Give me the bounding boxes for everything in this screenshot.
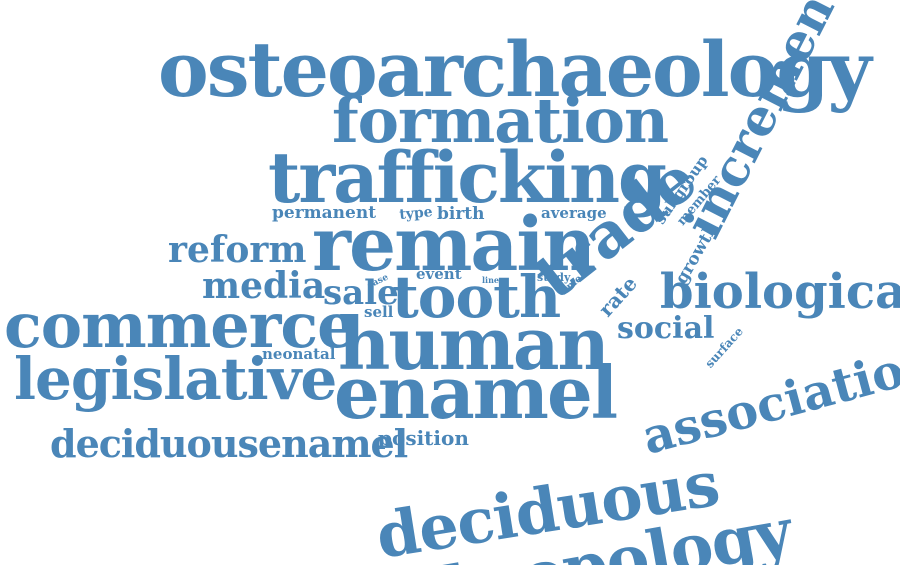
word-formation: formation [332,84,669,157]
word-position: position [378,426,469,450]
word-human: human [338,301,610,386]
word-social: social [617,311,715,346]
word-osteoarchaeology: osteoarchaeology [158,25,872,114]
word-type: type [398,204,434,223]
word-association: association [636,333,900,466]
word-reform: reform [168,229,307,271]
word-study: study [537,271,571,284]
word-sell: sell [364,303,394,321]
word-birth: birth [437,204,485,224]
word-deciduousenamel: deciduousenamel [50,421,408,466]
word-legislative: legislative [14,345,337,413]
word-average: average [541,204,607,222]
word-permanent: permanent [272,203,377,223]
word-enamel: enamel [334,350,618,435]
word-biological: biological [660,264,900,320]
word-event: event [416,265,462,283]
word-line: line [482,275,499,285]
word-commerce: commerce [4,289,357,362]
word-sale: sale [323,273,399,313]
word-remain: remain [312,202,596,288]
word-neonatal: neonatal [262,345,336,363]
word-tooth: tooth [392,263,561,331]
word-trafficking: trafficking [268,136,667,219]
word-media: media [202,265,326,307]
